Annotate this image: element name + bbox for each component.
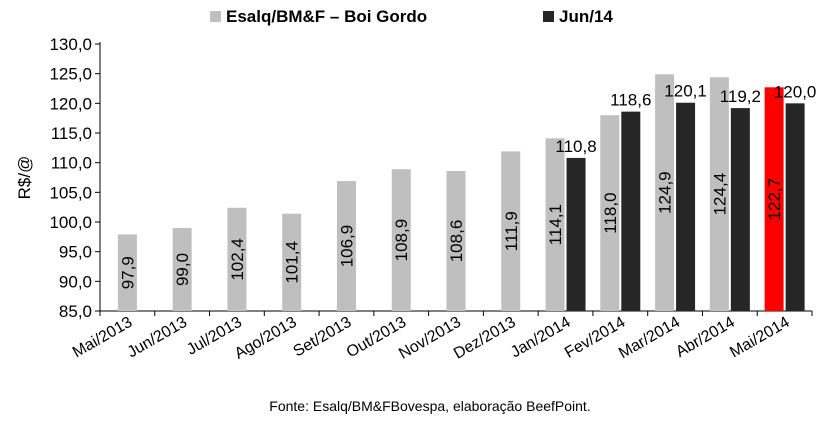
data-label-boi-gordo: 99,0 <box>173 253 192 286</box>
data-label-jun14: 120,1 <box>664 82 707 101</box>
x-tick-label: Jan/2014 <box>508 314 574 362</box>
bar-boi-gordo <box>600 115 620 311</box>
data-label-boi-gordo: 101,4 <box>283 241 302 284</box>
data-label-boi-gordo: 122,7 <box>765 178 784 221</box>
data-label-jun14: 118,6 <box>610 91 651 110</box>
bar-boi-gordo <box>282 213 302 311</box>
y-tick-label: 110,0 <box>51 154 92 173</box>
y-tick-label: 115,0 <box>51 124 92 143</box>
bar-jun14 <box>785 103 805 311</box>
bar-jun14 <box>621 111 641 311</box>
bar-boi-gordo <box>227 207 247 311</box>
data-label-boi-gordo: 114,1 <box>546 204 565 245</box>
bar-boi-gordo <box>117 234 137 311</box>
legend-swatch-boi-gordo <box>210 11 221 22</box>
y-tick-label: 100,0 <box>49 213 92 232</box>
data-label-boi-gordo: 106,9 <box>337 225 356 268</box>
x-tick-label: Mai/2014 <box>727 314 793 362</box>
x-tick-label: Ago/2013 <box>232 314 300 363</box>
y-tick-label: 90,0 <box>59 272 92 291</box>
data-label-boi-gordo: 108,9 <box>392 219 411 262</box>
source-note: Fonte: Esalq/BM&FBovespa, elaboração Bee… <box>269 398 590 414</box>
y-tick-label: 120,0 <box>49 94 92 113</box>
y-axis-title: R$/@ <box>15 156 34 200</box>
bar-boi-gordo <box>446 170 466 311</box>
bar-boi-gordo <box>709 77 729 311</box>
bar-boi-gordo <box>501 151 521 311</box>
y-tick-label: 105,0 <box>49 183 92 202</box>
y-tick-label: 85,0 <box>59 302 92 321</box>
x-tick-label: Set/2013 <box>290 314 354 361</box>
legend-label-boi-gordo: Esalq/BM&F – Boi Gordo <box>226 7 427 26</box>
x-tick-label: Jun/2013 <box>125 314 191 362</box>
data-label-boi-gordo: 124,4 <box>710 173 729 216</box>
data-label-boi-gordo: 124,9 <box>656 171 675 214</box>
bar-boi-gordo <box>545 138 565 311</box>
legend-label-jun14: Jun/14 <box>559 7 613 26</box>
x-tick-label: Mar/2014 <box>616 314 683 363</box>
bar-jun14 <box>566 157 586 311</box>
x-tick-label: Nov/2013 <box>396 314 464 363</box>
bar-boi-gordo <box>391 169 411 311</box>
data-label-boi-gordo: 118,0 <box>601 192 620 233</box>
y-tick-label: 130,0 <box>49 35 92 54</box>
x-tick-label: Dez/2013 <box>451 314 519 363</box>
bar-boi-gordo <box>764 87 784 312</box>
bar-boi-gordo <box>336 181 356 311</box>
bar-boi-gordo <box>655 74 675 311</box>
legend-swatch-jun14 <box>543 11 554 22</box>
data-label-boi-gordo: 97,9 <box>118 256 137 289</box>
data-label-boi-gordo: 108,6 <box>447 220 466 263</box>
bar-jun14 <box>730 108 750 311</box>
data-label-boi-gordo: 111,9 <box>502 211 521 251</box>
x-tick-label: Abr/2014 <box>673 314 738 361</box>
data-label-jun14: 120,0 <box>774 82 817 101</box>
bar-boi-gordo <box>172 227 192 311</box>
y-tick-label: 95,0 <box>59 243 92 262</box>
x-tick-label: Fev/2014 <box>562 314 628 362</box>
data-label-jun14: 119,2 <box>720 87 761 106</box>
data-label-jun14: 110,8 <box>555 137 596 156</box>
bar-jun14 <box>676 102 696 312</box>
y-tick-label: 125,0 <box>49 65 92 84</box>
data-label-boi-gordo: 102,4 <box>228 238 247 281</box>
